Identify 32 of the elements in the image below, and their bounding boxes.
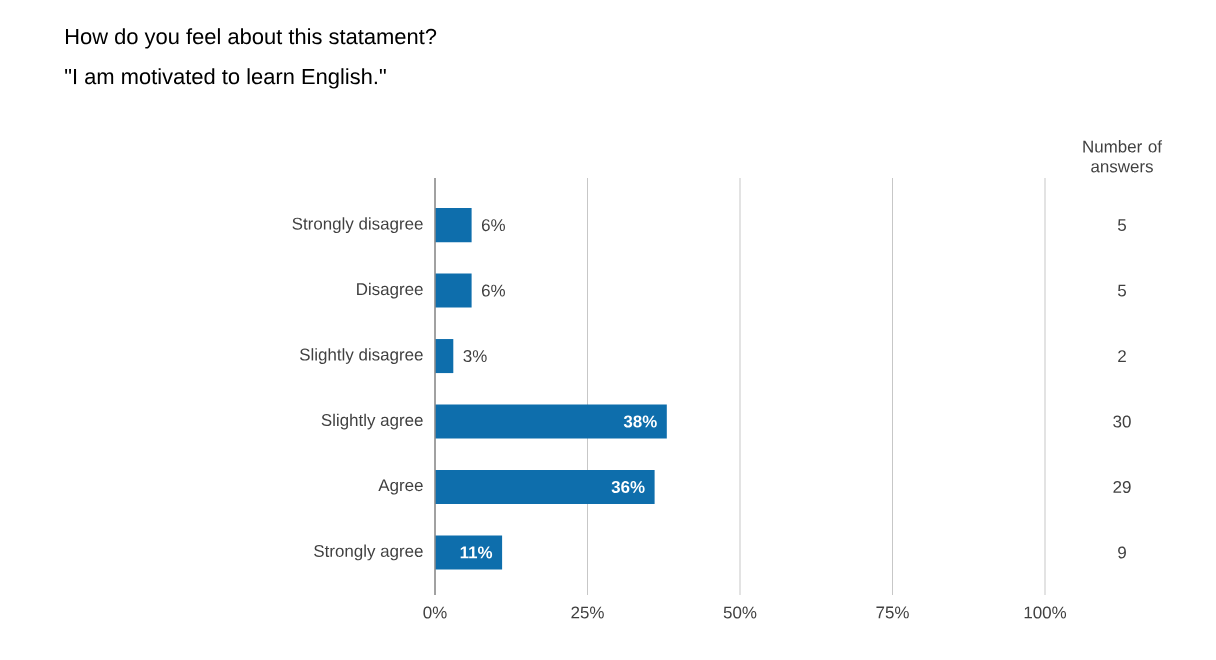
x-tick-label: 50% [723,606,757,619]
bar [435,469,655,505]
text: Number of answers [1083,140,1163,173]
y-tick-label: Strongly disagree [292,217,423,234]
bar [435,535,503,570]
text: 29 [1113,480,1131,493]
data-label: 6% [481,284,505,297]
text: 2 [1118,350,1126,362]
bar [435,339,454,374]
text: 5 [1117,219,1127,232]
x-tick-label: 0% [423,606,447,619]
x-tick-label: 25% [571,606,604,619]
data-label: 3% [463,350,487,363]
text: "I am motivated to learn English." [65,68,386,89]
bar [435,208,472,243]
bar [435,273,472,308]
data-label: 6% [481,219,505,232]
x-tick-label: 100% [1024,606,1067,619]
data-label: 38% [623,415,657,428]
text: How do you feel about this statament? [66,28,437,49]
y-tick-label: Strongly agree [314,544,423,561]
data-label: 36% [611,480,645,493]
y-tick-label: Disagree [357,282,423,299]
text: 5 [1117,284,1127,297]
y-tick-label: Agree [378,479,423,495]
data-label: 11% [460,546,493,559]
text: 30 [1113,415,1131,428]
text: 9 [1118,546,1126,559]
y-tick-label: Slightly agree [321,413,423,430]
y-tick-label: Slightly disagree [299,348,423,364]
bar [435,404,667,439]
x-tick-label: 75% [876,606,909,619]
